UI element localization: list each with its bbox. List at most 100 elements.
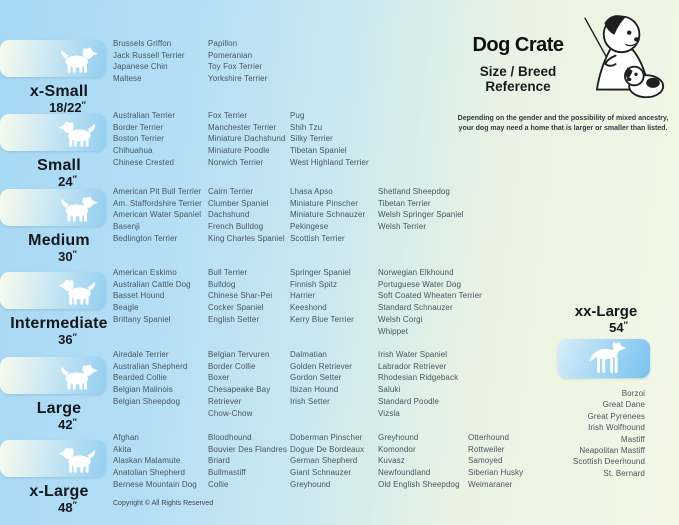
- breed-item: West Highland Terrier: [290, 157, 369, 167]
- breed-item: Vizsla: [378, 408, 400, 418]
- inch-mark: ″: [81, 100, 86, 110]
- breed-item: Chesapeake Bay Retriever: [208, 385, 271, 406]
- size-label-small: Small: [37, 157, 81, 174]
- dog-silhouette-icon: [58, 446, 95, 473]
- breed-item: Lhasa Apso: [290, 187, 333, 196]
- breed-item: Australian Shepherd: [113, 361, 188, 371]
- breed-item: Silky Terrier: [290, 134, 333, 144]
- breed-item: Pomeranian: [208, 50, 253, 60]
- breed-column-large-1: Airedale Terrier Australian Shepherd Beard…: [113, 349, 187, 408]
- breed-item: Anatolian Shepherd: [113, 468, 186, 478]
- breed-item: Alaskan Malamute: [113, 456, 181, 466]
- dog-silhouette-icon: [58, 278, 95, 305]
- breed-item: Welsh Corgi: [378, 314, 423, 324]
- breed-item: Beagle: [113, 303, 139, 313]
- breed-item: Pekingese: [290, 222, 329, 232]
- breed-item: Komondor: [378, 444, 416, 454]
- inch-mark: ″: [72, 174, 77, 184]
- dog-silhouette-icon: [61, 46, 98, 73]
- breed-item: Great Dane: [602, 400, 645, 410]
- breed-item: Neapolitan Mastiff: [579, 446, 645, 456]
- subtitle-line-2: Reference: [485, 79, 551, 94]
- inch-mark: ″: [72, 332, 77, 342]
- page-subtitle: Size / Breed Reference: [456, 64, 580, 94]
- breed-item: St. Bernard: [603, 468, 645, 478]
- breed-column-small-3: Pug Shih Tzu Silky Terrier Tibetan Spaniel W…: [290, 110, 369, 169]
- breed-item: German Shepherd: [290, 456, 358, 466]
- breed-item: Afghan: [113, 433, 139, 442]
- page-title: Dog Crate: [472, 34, 564, 56]
- subtitle-line-1: Size / Breed: [479, 64, 557, 79]
- breed-item: Akita: [113, 444, 132, 454]
- breed-item: Irish Wolfhound: [588, 423, 645, 433]
- breed-item: Collie: [208, 479, 229, 489]
- breed-column-medium-1: American Pit Bull Terrier Am. Staffordshi…: [113, 186, 202, 245]
- breed-list-xx-large: Borzoi Great Dane Great Pyrenees Irish Wolf…: [492, 388, 645, 479]
- breed-column-large-4: Irish Water Spaniel Labrador Retriever Rho…: [378, 349, 458, 419]
- size-dimension-large: 42″: [58, 417, 77, 432]
- breed-item: Scottish Deerhound: [572, 457, 645, 467]
- breed-item: Manchester Terrier: [208, 122, 277, 132]
- breed-item: Borzoi: [621, 389, 645, 398]
- breed-column-x-large-1: Afghan Akita Alaskan Malamute Anatolian She…: [113, 432, 197, 491]
- breed-item: Basset Hound: [113, 291, 165, 301]
- breed-item: Yorkshire Terrier: [208, 74, 268, 84]
- breed-item: Bouvier Des Flandres: [208, 444, 287, 454]
- breed-item: Giant Schnauzer: [290, 468, 352, 478]
- size-chip-x-large: [0, 440, 106, 477]
- disclaimer-line-2: your dog may need a home that is larger …: [458, 125, 668, 132]
- great-dane-silhouette-icon: [589, 341, 627, 374]
- breed-item: Fox Terrier: [208, 111, 248, 120]
- title-block: Dog Crate Size / Breed Reference: [456, 34, 580, 94]
- breed-item: Cocker Spaniel: [208, 303, 264, 313]
- breed-item: Miniature Poodle: [208, 146, 270, 156]
- breed-item: Rhodesian Ridgeback: [378, 373, 459, 383]
- inch-mark: ″: [72, 500, 77, 510]
- breed-item: Irish Water Spaniel: [378, 350, 448, 359]
- breed-item: Weimaraner: [468, 479, 513, 489]
- breed-item: Saluki: [378, 385, 401, 395]
- breed-item: Brittany Spaniel: [113, 314, 171, 324]
- breed-item: Norwich Terrier: [208, 157, 264, 167]
- dog-silhouette-icon: [61, 363, 98, 390]
- size-dimension-x-large: 48″: [58, 500, 77, 515]
- disclaimer-line-1: Depending on the gender and the possibil…: [457, 115, 669, 122]
- breed-column-x-large-3: Doberman Pinscher Dogue De Bordeaux German…: [290, 432, 364, 491]
- breed-item: Pug: [290, 111, 305, 120]
- breed-item: Shih Tzu: [290, 122, 323, 132]
- inch-mark: ″: [623, 320, 628, 330]
- breed-column-x-large-5: Otterhound Rottweiler Samoyed Siberian Husk…: [468, 432, 523, 491]
- size-chip-x-small: [0, 40, 106, 77]
- breed-item: Border Collie: [208, 361, 256, 371]
- breed-item: Irish Setter: [290, 396, 330, 406]
- breed-item: Border Terrier: [113, 122, 164, 132]
- breed-column-intermediate-3: Springer Spaniel Finnish Spitz Harrier Kees…: [290, 267, 354, 326]
- teacher-dog-illustration-icon: [568, 8, 670, 110]
- breed-item: Bedlington Terrier: [113, 233, 178, 243]
- breed-item: Norwegian Elkhound: [378, 268, 454, 277]
- breed-item: Golden Retriever: [290, 361, 353, 371]
- breed-item: Bulldog: [208, 279, 236, 289]
- size-chip-small: [0, 114, 106, 151]
- size-label-x-large: x-Large: [29, 483, 89, 500]
- size-chip-medium: [0, 189, 106, 226]
- breed-item: Jack Russell Terrier: [113, 50, 185, 60]
- breed-item: Kerry Blue Terrier: [290, 314, 354, 324]
- breed-item: Otterhound: [468, 433, 510, 442]
- breed-item: King Charles Spaniel: [208, 233, 285, 243]
- breed-item: Whippet: [378, 326, 409, 336]
- size-dimension-intermediate: 36″: [58, 332, 77, 347]
- copyright-text: Copyright © All Rights Reserved: [113, 500, 214, 507]
- breed-item: Bullmastiff: [208, 468, 246, 478]
- breed-item: Tibetan Terrier: [378, 198, 431, 208]
- breed-item: Am. Staffordshire Terrier: [113, 198, 202, 208]
- breed-item: Dachshund: [208, 210, 250, 220]
- breed-column-large-2: Belgian Tervuren Border Collie Boxer Chesap…: [208, 349, 270, 419]
- breed-column-medium-2: Cairn Terrier Clumber Spaniel Dachshund Fre…: [208, 186, 285, 245]
- size-dimension-small: 24″: [58, 174, 77, 189]
- breed-column-small-2: Fox Terrier Manchester Terrier Miniature D…: [208, 110, 286, 169]
- size-label-medium: Medium: [28, 232, 90, 249]
- breed-item: American Eskimo: [113, 268, 177, 277]
- breed-item: Cairn Terrier: [208, 187, 254, 196]
